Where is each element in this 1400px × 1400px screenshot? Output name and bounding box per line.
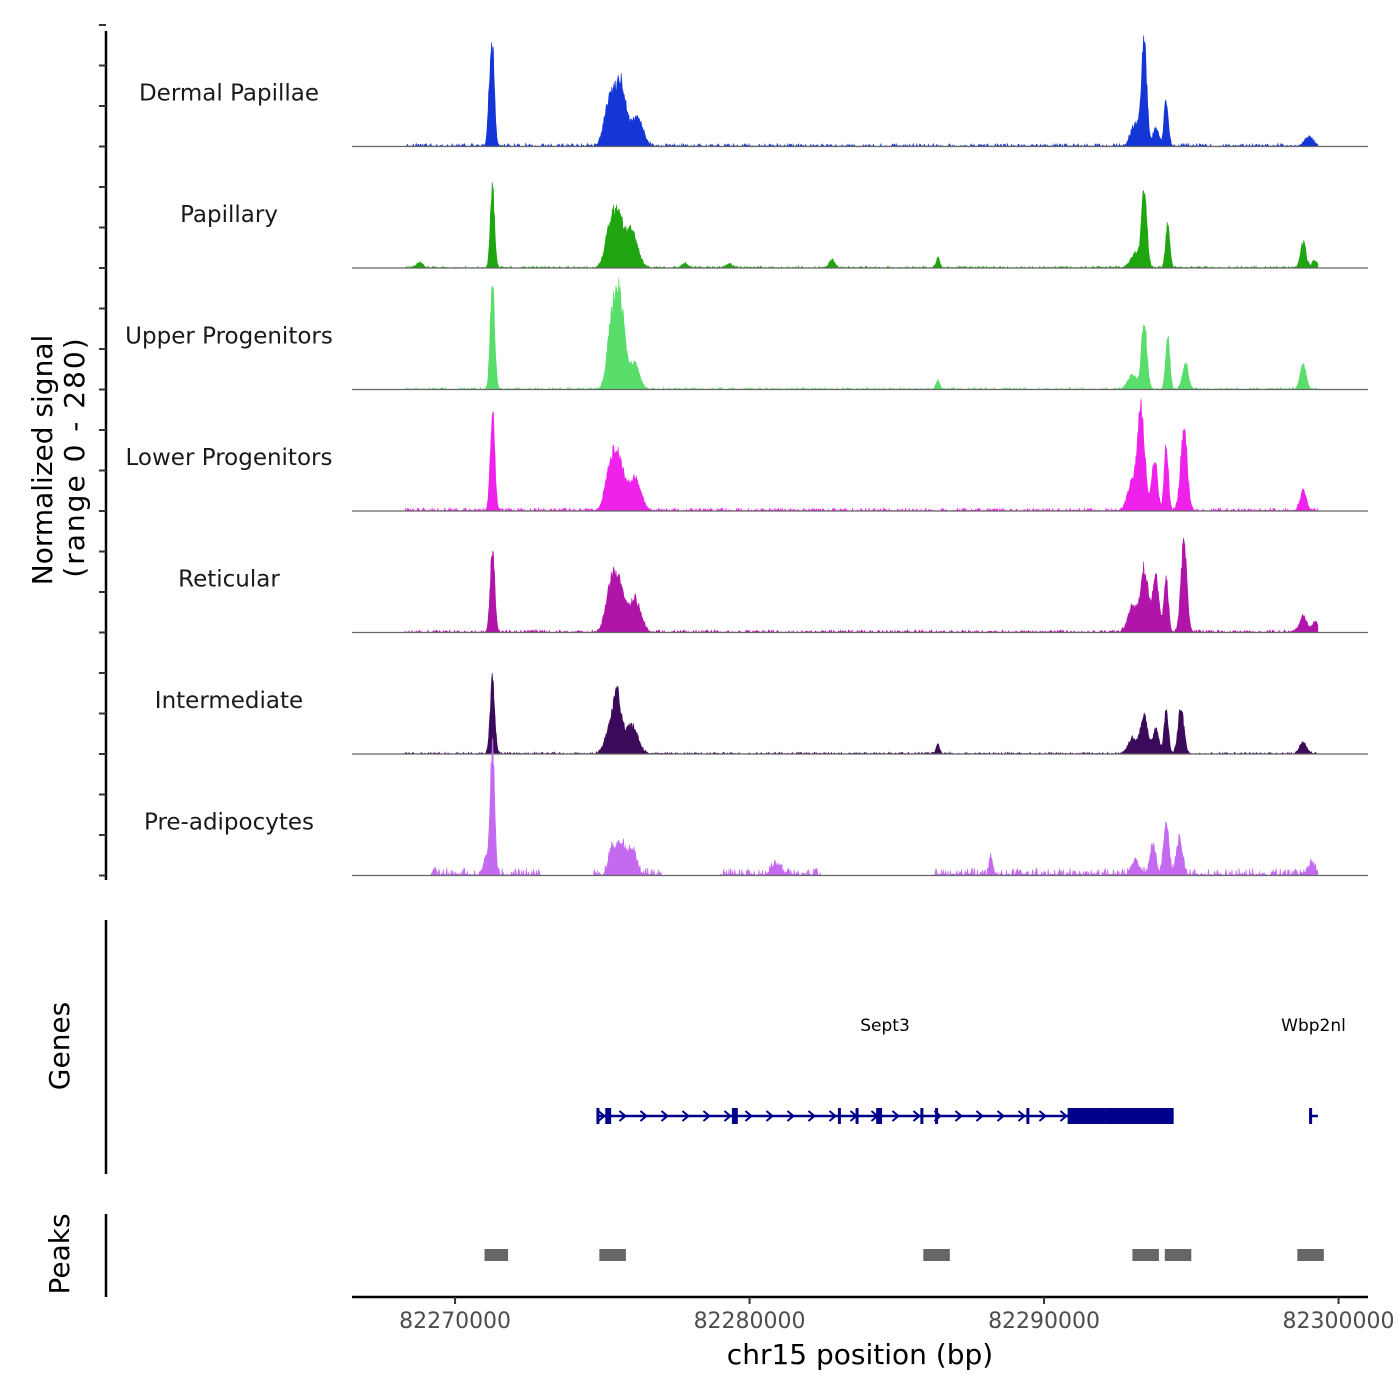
- x-tick-label: 82290000: [988, 1309, 1100, 1334]
- gene-exon: [876, 1108, 883, 1124]
- gene-utr: [1105, 1108, 1174, 1124]
- y-axis-label-line1: Normalized signal: [26, 335, 59, 586]
- gene-exon: [855, 1108, 859, 1124]
- track-label: Intermediate: [155, 688, 303, 714]
- strand-arrow: [1038, 1110, 1047, 1122]
- track-label: Reticular: [178, 567, 280, 593]
- peak-region: [484, 1249, 509, 1261]
- strand-arrow: [1059, 1110, 1068, 1122]
- signal-area-papillary: [404, 182, 1319, 269]
- signal-area-intermediate: [404, 672, 1319, 755]
- gene-exon: [935, 1108, 939, 1124]
- peak-region: [599, 1249, 626, 1261]
- gene-exon: [731, 1108, 738, 1124]
- peak-region: [1164, 1249, 1192, 1261]
- track-label: Dermal Papillae: [139, 81, 319, 107]
- strand-arrow: [660, 1110, 669, 1122]
- strand-arrow: [975, 1110, 984, 1122]
- strand-arrow: [1017, 1110, 1026, 1122]
- peak-region: [1297, 1249, 1324, 1261]
- strand-arrow: [807, 1110, 816, 1122]
- strand-arrow: [828, 1110, 837, 1122]
- peak-panel: [104, 1214, 1324, 1297]
- signal-area-reticular: [404, 538, 1319, 634]
- gene-panel: Sept3 Wbp2nl: [104, 920, 1346, 1174]
- track-label: Papillary: [180, 202, 278, 228]
- gene-exon: [1026, 1108, 1030, 1124]
- gene-exon: [1309, 1108, 1313, 1124]
- strand-arrow: [996, 1110, 1005, 1122]
- track-label: Upper Progenitors: [125, 324, 333, 350]
- strand-arrow: [639, 1110, 648, 1122]
- signal-area-pre-adipocytes: [405, 738, 1319, 877]
- track-label: Pre-adipocytes: [144, 810, 314, 836]
- strand-arrow: [891, 1110, 900, 1122]
- gene-label: Sept3: [860, 1016, 910, 1036]
- strand-arrow: [597, 1110, 606, 1122]
- gene-label: Wbp2nl: [1281, 1016, 1346, 1036]
- genes-axis-label: Genes: [43, 1002, 76, 1090]
- signal-area-dermal-papillae: [404, 35, 1319, 148]
- strand-arrow: [786, 1110, 795, 1122]
- x-axis: 82270000 82280000 82290000 82300000: [352, 1295, 1395, 1334]
- gene-exon: [605, 1108, 612, 1124]
- gene-exon: [920, 1108, 924, 1124]
- peaks-axis-label: Peaks: [43, 1213, 76, 1294]
- strand-arrow: [681, 1110, 690, 1122]
- signal-area-lower-progenitors: [404, 398, 1319, 513]
- x-axis-title: chr15 position (bp): [727, 1338, 993, 1371]
- peak-region: [923, 1249, 950, 1261]
- x-tick-label: 82300000: [1283, 1309, 1395, 1334]
- strand-arrow: [618, 1110, 627, 1122]
- x-tick-label: 82270000: [399, 1309, 511, 1334]
- x-tick-label: 82280000: [694, 1309, 806, 1334]
- strand-arrow: [954, 1110, 963, 1122]
- gene-exon: [837, 1108, 841, 1124]
- gene-exon: [1067, 1108, 1106, 1124]
- signal-panel: Dermal Papillae Papillary Upper Progenitor…: [99, 24, 1368, 880]
- y-axis-label-line2: (range 0 - 280): [58, 336, 91, 577]
- strand-arrow: [744, 1110, 753, 1122]
- track-label: Lower Progenitors: [126, 445, 333, 471]
- gene-exon: [596, 1108, 600, 1124]
- strand-arrow: [723, 1110, 732, 1122]
- strand-arrow: [702, 1110, 711, 1122]
- peak-region: [1132, 1249, 1159, 1261]
- strand-arrow: [912, 1110, 921, 1122]
- signal-area-upper-progenitors: [404, 277, 1319, 391]
- strand-arrow: [765, 1110, 774, 1122]
